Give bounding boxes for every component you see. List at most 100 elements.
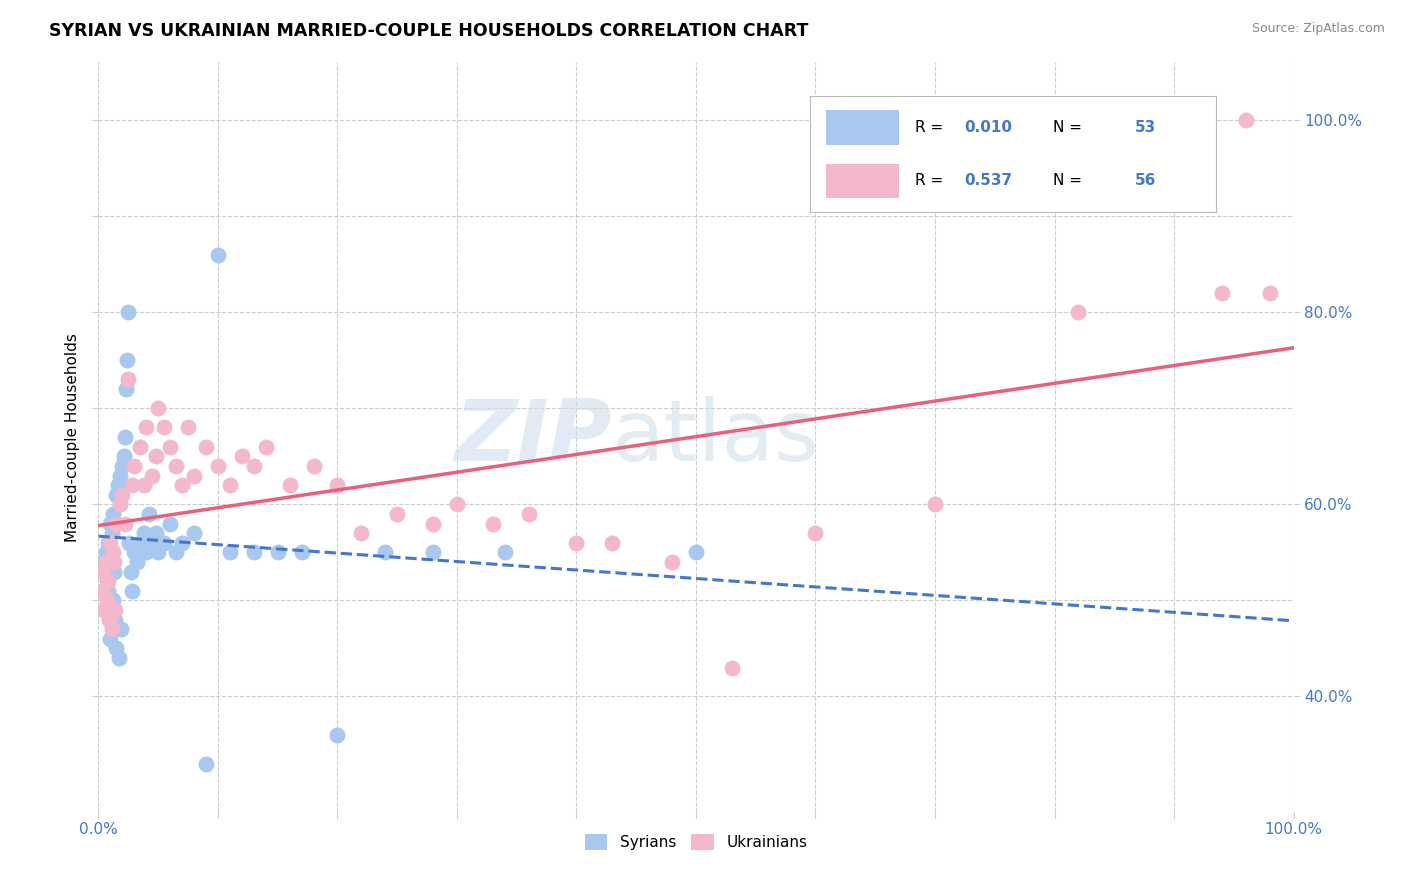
Point [231,450,253,464]
Point [291,545,314,559]
Point [100,622,122,636]
Point [207,458,229,473]
Point [302,458,325,473]
Point [93,555,115,569]
Point [121,583,143,598]
Point [326,478,349,492]
Point [91,565,114,579]
Point [278,478,301,492]
Text: SYRIAN VS UKRAINIAN MARRIED-COUPLE HOUSEHOLDS CORRELATION CHART: SYRIAN VS UKRAINIAN MARRIED-COUPLE HOUSE… [49,22,808,40]
Point [385,507,409,521]
Point [195,440,218,454]
Point [141,468,163,483]
Point [172,535,194,549]
Point [114,516,136,531]
Point [120,565,142,579]
Point [183,526,205,541]
Point [115,353,138,368]
Point [153,535,176,549]
Point [108,468,131,483]
Point [98,632,122,646]
Point [374,545,396,559]
Y-axis label: Married-couple Households: Married-couple Households [65,333,80,541]
Point [101,593,124,607]
Point [114,430,136,444]
Point [129,440,152,454]
Point [565,535,588,549]
Point [115,382,138,396]
Point [94,555,117,569]
Point [1234,113,1257,128]
Point [125,555,148,569]
Point [96,574,118,589]
Point [148,545,170,559]
Point [94,545,117,559]
Point [159,440,181,454]
Point [111,488,134,502]
Point [159,516,181,531]
Text: atlas: atlas [613,395,820,479]
Point [110,622,132,636]
Point [195,756,218,771]
Point [207,247,229,261]
Point [104,603,127,617]
Point [105,516,128,531]
Point [1211,285,1233,300]
Point [107,651,129,665]
Point [93,603,115,617]
Point [103,565,125,579]
Point [165,458,187,473]
Point [124,545,146,559]
Point [91,583,114,598]
Point [243,458,266,473]
Point [924,497,946,511]
Point [112,450,135,464]
Point [1258,285,1281,300]
Point [183,468,205,483]
Point [422,516,444,531]
Point [97,574,120,589]
Point [98,535,122,549]
Point [661,555,683,569]
Point [97,583,120,598]
Point [148,401,170,416]
Point [107,478,129,492]
Point [138,507,160,521]
Point [243,545,266,559]
Point [129,535,152,549]
Point [117,305,139,319]
Point [326,728,349,742]
Point [101,507,124,521]
Point [117,372,139,386]
Point [804,526,827,541]
Point [118,535,141,549]
Point [267,545,290,559]
Point [121,478,143,492]
Point [517,507,540,521]
Point [219,545,242,559]
Point [135,545,157,559]
Text: Source: ZipAtlas.com: Source: ZipAtlas.com [1251,22,1385,36]
Point [481,516,505,531]
Point [254,440,277,454]
Point [145,526,167,541]
Point [1067,305,1090,319]
Point [145,450,167,464]
Point [602,535,624,549]
Point [98,516,122,531]
Point [97,535,120,549]
Text: ZIP: ZIP [454,395,613,479]
Point [153,420,176,434]
Point [172,478,194,492]
Point [105,488,128,502]
Legend: Syrians, Ukrainians: Syrians, Ukrainians [578,829,814,856]
Point [101,545,124,559]
Point [105,641,128,656]
Point [98,603,121,617]
Point [96,593,118,607]
Point [141,535,163,549]
Point [422,545,444,559]
Point [132,478,155,492]
Point [494,545,516,559]
Point [350,526,373,541]
